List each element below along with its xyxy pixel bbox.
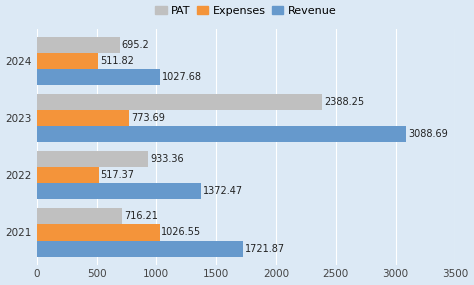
Text: 1027.68: 1027.68 (162, 72, 201, 82)
Text: 517.37: 517.37 (100, 170, 135, 180)
Text: 2388.25: 2388.25 (324, 97, 365, 107)
Text: 773.69: 773.69 (131, 113, 165, 123)
Bar (37, 69, 160, 85)
Bar (37, 167, 99, 183)
Legend: PAT, Expenses, Revenue: PAT, Expenses, Revenue (153, 3, 339, 18)
Text: 511.82: 511.82 (100, 56, 134, 66)
Text: 695.2: 695.2 (122, 40, 149, 50)
Text: 1721.87: 1721.87 (245, 244, 284, 254)
Bar (37, 241, 243, 256)
Bar (37, 53, 98, 69)
Bar (37, 151, 148, 167)
Text: 1026.55: 1026.55 (161, 227, 201, 237)
Text: 1372.47: 1372.47 (203, 186, 243, 196)
Bar (37, 94, 322, 110)
Text: 716.21: 716.21 (124, 211, 158, 221)
Bar (37, 183, 201, 199)
Bar (37, 110, 129, 126)
Text: 3088.69: 3088.69 (408, 129, 447, 139)
Bar (37, 225, 160, 241)
Bar (37, 126, 406, 142)
Text: 933.36: 933.36 (150, 154, 184, 164)
Bar (37, 36, 120, 53)
Bar (37, 208, 122, 225)
